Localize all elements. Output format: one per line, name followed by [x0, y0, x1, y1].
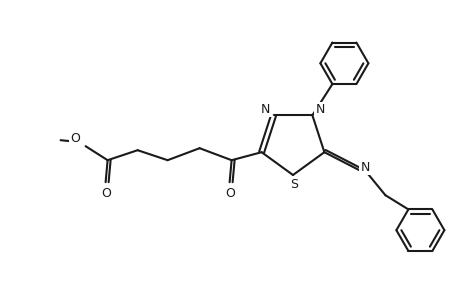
Text: O: O [101, 187, 112, 200]
Text: O: O [225, 187, 235, 200]
Text: N: N [315, 103, 325, 116]
Text: N: N [260, 103, 270, 116]
Text: S: S [289, 178, 297, 190]
Text: O: O [71, 132, 80, 145]
Text: N: N [360, 161, 369, 174]
